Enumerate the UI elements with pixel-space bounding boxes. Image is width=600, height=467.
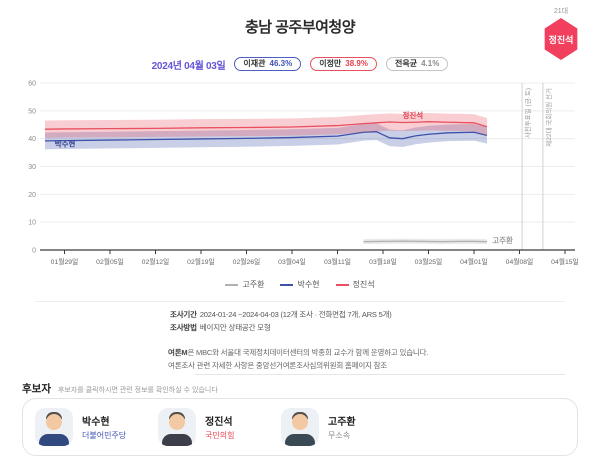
x-tick-label: 04월01일 xyxy=(460,257,488,266)
x-tick-label: 02월12일 xyxy=(142,257,170,266)
survey-method-label: 조사방법 xyxy=(170,323,197,332)
candidate-name: 이재관 xyxy=(243,59,266,68)
event-line-label: 사전투표일 (금·토) xyxy=(523,88,532,138)
y-tick-label: 60 xyxy=(28,81,36,88)
note-line: 여론M은 MBC와 서울대 국제정치데이터센터의 박종희 교수가 함께 운영하고… xyxy=(168,346,428,359)
legend-line-swatch xyxy=(225,283,239,286)
x-tick-label: 02월26일 xyxy=(233,257,261,266)
note-text: 은 MBC와 서울대 국제정치데이터센터의 박종희 교수가 함께 운영하고 있습… xyxy=(187,348,429,357)
candidates-header: 후보자 후보자를 클릭하시면 관련 정보를 확인하실 수 있습니다 xyxy=(22,381,218,396)
legend-label: 고주환 xyxy=(242,280,265,289)
candidate-name: 고주환 xyxy=(328,417,356,428)
snapshot-row: 2024년 04월 03일 이재관 46.3% 이정만 38.9% 전옥균 4.… xyxy=(0,55,600,73)
y-tick-label: 20 xyxy=(28,192,36,199)
result-pill: 이정만 38.9% xyxy=(310,57,377,71)
survey-info: 조사기간 2024-01-24 ~2024-04-03 (12개 조사 · 전화면… xyxy=(170,308,392,334)
page-title: 충남 공주부여청양 xyxy=(244,19,356,36)
result-pill: 이재관 46.3% xyxy=(234,57,302,71)
legend-item: 고주환 xyxy=(225,279,264,290)
legend-line-swatch xyxy=(335,283,349,286)
x-tick-label: 02월05일 xyxy=(96,257,124,266)
candidate-party: 무소속 xyxy=(328,431,351,440)
candidates-subtext: 후보자를 클릭하시면 관련 정보를 확인하실 수 있습니다 xyxy=(57,387,218,394)
candidate-name: 이정만 xyxy=(319,59,342,68)
series-line xyxy=(363,240,488,243)
candidate-item-jeongjinsuk[interactable]: 정진석 국민의힘 xyxy=(158,408,281,446)
y-tick-label: 30 xyxy=(28,164,36,171)
note-line: 여론조사 관련 자세한 사항은 중앙선거여론조사심의위원회 홈페이지 참조 xyxy=(168,359,428,372)
result-pill: 전옥균 4.1% xyxy=(385,57,449,71)
survey-period-line: 조사기간 2024-01-24 ~2024-04-03 (12개 조사 · 전화면… xyxy=(170,308,392,321)
event-line-label: 제22대 국회의원 선거 xyxy=(544,88,553,147)
candidates-card: 박수현 더불어민주당 정진석 국민의힘 고주환 무소속 xyxy=(22,398,578,456)
y-tick-label: 40 xyxy=(28,136,36,143)
survey-notes: 여론M은 MBC와 서울대 국제정치데이터센터의 박종희 교수가 함께 운영하고… xyxy=(168,346,428,372)
series-inline-label: 정진석 xyxy=(403,110,424,120)
x-tick-label: 02월19일 xyxy=(187,257,215,266)
candidate-avatar xyxy=(158,408,196,446)
candidate-party: 국민의힘 xyxy=(205,431,235,440)
series-band xyxy=(45,113,487,138)
series-inline-label: 박수현 xyxy=(55,138,76,148)
legend-item: 박수현 xyxy=(280,279,320,290)
series-inline-label: 고주환 xyxy=(492,235,513,245)
note-text: 여론조사 관련 자세한 사항은 중앙선거여론조사심의위원회 홈페이지 참조 xyxy=(168,361,388,370)
incumbent-term-label: 21대 xyxy=(553,8,569,15)
candidate-percentage: 46.3% xyxy=(269,59,293,68)
survey-method-value: 베이지안 상태공간 모형 xyxy=(199,323,271,332)
x-tick-label: 03월25일 xyxy=(415,257,443,266)
incumbent-hexagon-badge: 정진석 xyxy=(544,18,578,60)
y-tick-label: 0 xyxy=(32,248,36,255)
candidate-percentage: 38.9% xyxy=(345,59,368,68)
candidate-name: 정진석 xyxy=(205,417,233,428)
series-line xyxy=(44,131,488,142)
legend-label: 정진석 xyxy=(352,280,375,289)
legend-line-swatch xyxy=(280,283,294,286)
snapshot-date: 2024년 04월 03일 xyxy=(151,60,226,72)
candidate-name: 전옥균 xyxy=(394,59,418,68)
x-tick-label: 04월08일 xyxy=(506,257,534,266)
series-band xyxy=(45,123,487,150)
x-tick-label: 04월15일 xyxy=(551,257,579,266)
incumbent-badge: 21대 정진석 xyxy=(538,6,584,60)
x-tick-label: 03월18일 xyxy=(369,257,397,266)
survey-period-label: 조사기간 xyxy=(170,310,197,319)
chart-legend: 고주환 박수현 정진석 xyxy=(0,279,600,290)
x-tick-label: 03월04일 xyxy=(278,257,306,266)
y-tick-label: 50 xyxy=(28,108,36,115)
candidate-avatar xyxy=(35,408,73,446)
candidate-item-parksoohyun[interactable]: 박수현 더불어민주당 xyxy=(35,408,158,446)
candidate-party: 더불어민주당 xyxy=(82,431,127,440)
note-bold: 여론M xyxy=(168,348,188,357)
x-tick-label: 03월11일 xyxy=(324,257,351,266)
legend-label: 박수현 xyxy=(297,280,320,289)
x-tick-label: 01월29일 xyxy=(51,257,79,266)
series-line xyxy=(44,121,488,130)
survey-period-value: 2024-01-24 ~2024-04-03 (12개 조사 · 전화면접 7개… xyxy=(199,310,392,319)
survey-method-line: 조사방법 베이지안 상태공간 모형 xyxy=(170,321,392,334)
legend-item: 정진석 xyxy=(335,279,375,290)
y-tick-label: 10 xyxy=(28,220,36,227)
candidate-percentage: 4.1% xyxy=(421,59,440,68)
candidate-item-gojuhwan[interactable]: 고주환 무소속 xyxy=(281,408,404,446)
candidate-avatar xyxy=(281,408,319,446)
divider xyxy=(35,301,565,302)
candidate-name: 박수현 xyxy=(82,417,110,428)
candidates-heading: 후보자 xyxy=(22,383,51,395)
divider xyxy=(195,374,565,375)
